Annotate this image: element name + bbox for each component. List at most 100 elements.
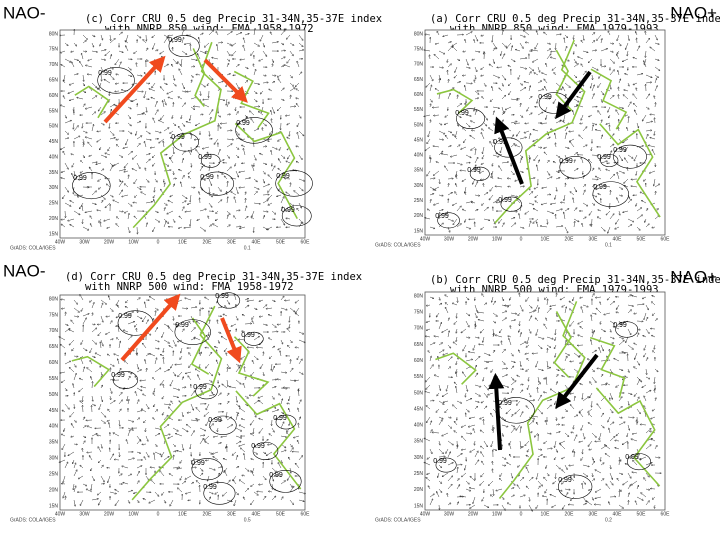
footer-left: GrADS: COLA/IGES xyxy=(375,517,421,523)
wind-vector xyxy=(135,194,138,197)
lat-tick-label: 50N xyxy=(49,392,59,398)
wind-vector xyxy=(87,74,93,75)
wind-vector xyxy=(145,202,152,204)
wind-vector xyxy=(163,101,165,108)
wind-vector xyxy=(73,126,78,132)
lat-tick-label: 50N xyxy=(414,390,424,396)
lat-tick-label: 80N xyxy=(414,293,424,299)
wind-vector xyxy=(82,104,85,108)
wind-vector xyxy=(181,103,185,108)
wind-vector xyxy=(253,192,257,196)
wind-vector xyxy=(116,139,120,140)
wind-vector xyxy=(152,82,156,88)
wind-vector xyxy=(77,194,84,197)
wind-vector xyxy=(172,64,174,68)
wind-vector xyxy=(82,82,85,86)
wind-vector xyxy=(100,194,105,199)
wind-vector xyxy=(99,146,102,150)
wind-vector xyxy=(118,211,123,212)
wind-vector xyxy=(190,218,192,226)
wind-vector xyxy=(64,162,68,169)
wind-vector xyxy=(127,66,131,70)
wind-vector xyxy=(217,81,223,84)
wind-vector xyxy=(167,90,174,94)
lat-tick-label: 15N xyxy=(414,503,424,509)
wind-vector xyxy=(145,48,148,52)
lat-tick-label: 65N xyxy=(49,77,59,83)
wind-vector xyxy=(64,58,71,62)
contour-label: 0.99 xyxy=(559,158,573,165)
wind-vector xyxy=(181,37,184,44)
wind-vector xyxy=(208,110,213,116)
lat-tick-label: 35N xyxy=(414,439,424,445)
wind-vector xyxy=(181,207,184,212)
wind-vector xyxy=(73,122,74,129)
wind-vector xyxy=(226,167,231,172)
corner-label: NAO- xyxy=(3,3,46,22)
lat-tick-label: 45N xyxy=(414,137,424,143)
footer-scale: 0.1 xyxy=(244,245,251,251)
wind-vector xyxy=(118,190,122,196)
contour-label: 0.99 xyxy=(455,110,469,117)
wind-vector xyxy=(90,216,93,220)
wind-vector xyxy=(154,210,158,213)
wind-vector xyxy=(71,154,75,155)
lon-tick-label: 10E xyxy=(541,236,551,242)
lon-tick-label: 10E xyxy=(178,239,188,245)
lon-tick-label: 50E xyxy=(637,236,647,242)
wind-vector xyxy=(253,90,257,94)
lat-tick-label: 30N xyxy=(49,456,59,462)
lon-tick-label: 30W xyxy=(444,236,455,242)
wind-vector xyxy=(89,167,93,172)
wind-vector xyxy=(181,144,183,148)
wind-vector xyxy=(172,178,176,179)
wind-vector xyxy=(231,192,237,196)
wind-vector xyxy=(82,90,86,93)
wind-vector xyxy=(217,44,219,52)
wind-vector xyxy=(253,186,259,189)
wind-vector xyxy=(70,201,75,204)
lat-tick-label: 30N xyxy=(414,183,424,189)
wind-vector xyxy=(63,80,66,84)
wind-vector xyxy=(209,186,210,194)
wind-vector xyxy=(172,218,175,222)
lat-tick-label: 75N xyxy=(414,309,424,315)
wind-vector xyxy=(127,202,132,206)
wind-vector xyxy=(181,159,183,164)
wind-vector xyxy=(104,79,111,84)
wind-vector xyxy=(136,121,141,124)
wind-vector xyxy=(118,178,120,182)
map-panel: NAO- (d) Corr CRU 0.5 deg Precip 31-34N,3… xyxy=(3,261,362,523)
wind-vector xyxy=(144,90,147,98)
lat-tick-label: 70N xyxy=(414,326,424,332)
lon-tick-label: 10W xyxy=(128,511,139,517)
wind-vector xyxy=(151,97,156,100)
wind-vector xyxy=(73,210,80,215)
footer-left: GrADS: COLA/IGES xyxy=(10,245,56,251)
wind-vector xyxy=(260,34,264,41)
wind-vector xyxy=(126,138,129,145)
lon-tick-label: 60E xyxy=(661,511,671,517)
wind-vector xyxy=(125,41,129,44)
wind-vector xyxy=(208,74,213,80)
lat-tick-label: 40N xyxy=(49,424,59,430)
wind-vector xyxy=(107,184,111,188)
lon-tick-label: 20E xyxy=(203,511,213,517)
wind-vector xyxy=(171,40,174,44)
lat-tick-label: 15N xyxy=(414,228,424,234)
wind-vector xyxy=(226,32,232,36)
footer-scale: 0.1 xyxy=(605,242,612,248)
wind-vector xyxy=(217,186,221,191)
lon-tick-label: 0 xyxy=(157,511,160,517)
contour-label: 0.99 xyxy=(273,415,287,422)
wind-vector xyxy=(108,98,111,102)
wind-vector xyxy=(181,122,185,126)
wind-vector xyxy=(181,151,185,156)
lon-tick-label: 10W xyxy=(492,511,503,517)
lat-tick-label: 45N xyxy=(414,406,424,412)
wind-vector xyxy=(196,74,201,75)
wind-vector xyxy=(234,197,237,204)
wind-vector xyxy=(109,130,114,135)
contour-label: 0.99 xyxy=(171,134,185,141)
wind-vector xyxy=(143,40,147,44)
